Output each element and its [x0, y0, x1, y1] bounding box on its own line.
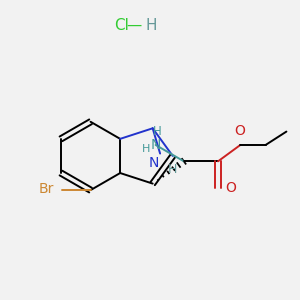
Text: O: O: [234, 124, 245, 138]
Text: Br: Br: [39, 182, 54, 196]
Text: H: H: [146, 18, 157, 33]
Text: Cl: Cl: [114, 18, 129, 33]
Text: H: H: [167, 163, 177, 176]
Text: H: H: [142, 144, 150, 154]
Text: N: N: [150, 138, 161, 152]
Text: N: N: [148, 156, 159, 170]
Text: H: H: [153, 125, 161, 138]
Text: —: —: [126, 18, 141, 33]
Text: O: O: [226, 181, 236, 195]
